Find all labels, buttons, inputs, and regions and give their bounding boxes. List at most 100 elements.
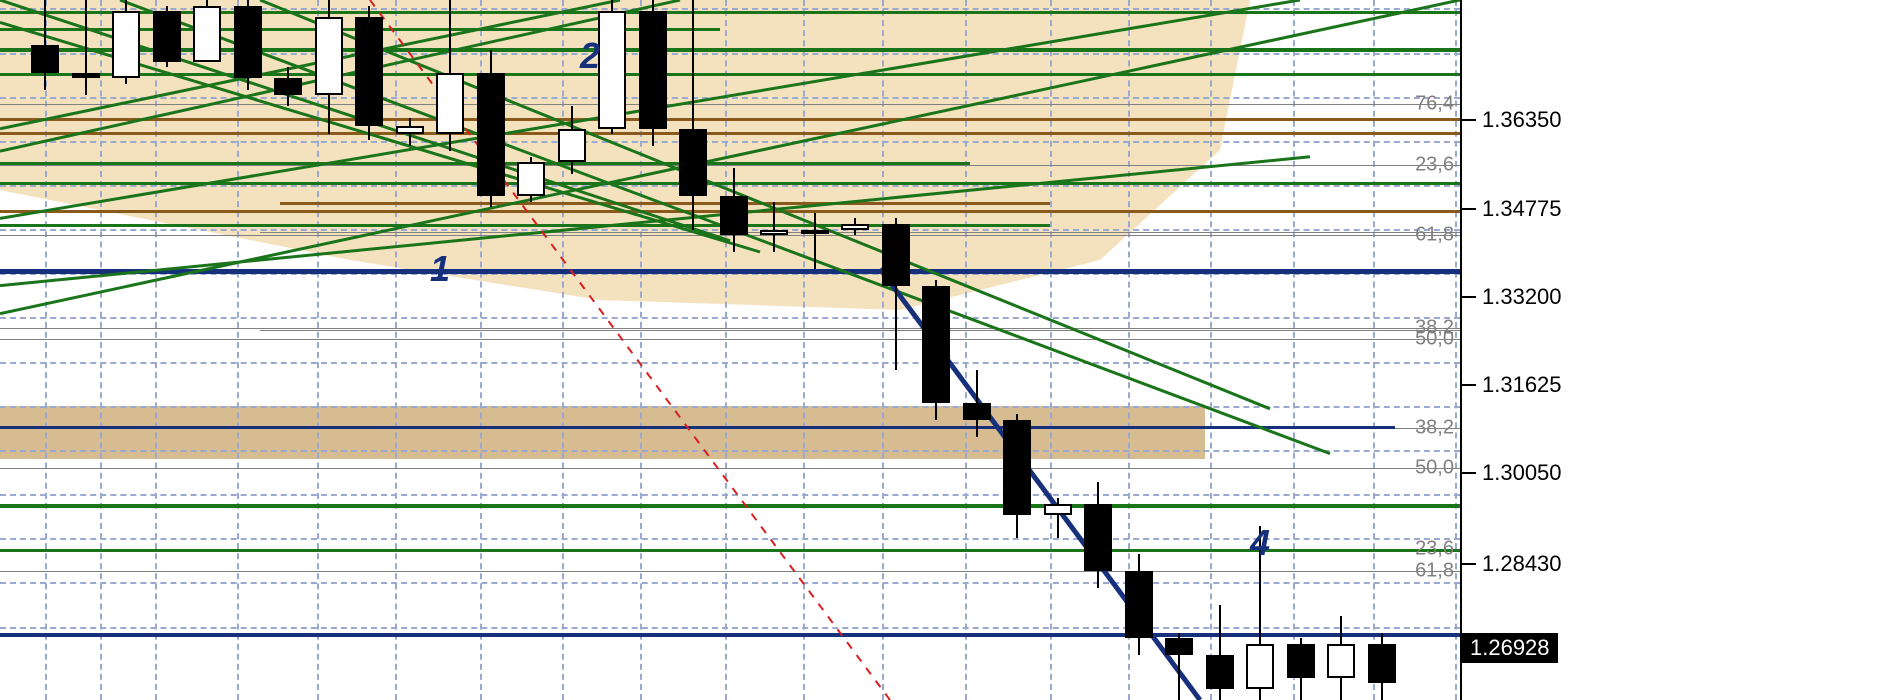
fibonacci-label: 61,8 (1415, 560, 1454, 583)
fibonacci-level (260, 232, 1460, 233)
horizontal-level-line (0, 118, 1460, 121)
grid-line-horizontal (0, 97, 1460, 99)
candle-body (517, 162, 545, 196)
candle-body (963, 403, 991, 420)
axis-tick (1462, 208, 1476, 210)
axis-tick (1462, 296, 1476, 298)
fibonacci-level (0, 571, 1460, 572)
fibonacci-label: 50,0 (1415, 456, 1454, 479)
grid-line-vertical (1455, 0, 1457, 700)
plot-area[interactable]: 76,423,661,838,250,038,250,023,661,8124 (0, 0, 1462, 700)
grid-line-vertical (562, 0, 564, 700)
horizontal-level-line (0, 132, 1460, 135)
horizontal-level-line (0, 504, 1460, 508)
elliott-wave-label: 1 (430, 248, 450, 290)
grid-line-horizontal (0, 185, 1460, 187)
candle-body (720, 196, 748, 235)
grid-line-vertical (725, 0, 727, 700)
grid-line-vertical (317, 0, 319, 700)
axis-tick-label: 1.33200 (1482, 284, 1562, 310)
candle-wick (773, 202, 775, 252)
fibonacci-level (260, 330, 1460, 331)
candle-body (1206, 655, 1234, 689)
candle-body (1327, 644, 1355, 678)
fibonacci-label: 61,8 (1415, 224, 1454, 247)
candle-body (760, 230, 788, 236)
candle-body (558, 129, 586, 163)
candle-body (1044, 504, 1072, 515)
horizontal-level-line (0, 549, 1460, 552)
candle-body (1125, 571, 1153, 638)
trend-line (0, 0, 620, 129)
grid-line-vertical (882, 0, 884, 700)
fibonacci-level (260, 468, 1460, 469)
grid-line-vertical (965, 0, 967, 700)
candle-body (922, 286, 950, 404)
fibonacci-level (0, 235, 1460, 236)
candle-body (1165, 638, 1193, 655)
candle-body (31, 45, 59, 73)
candle-body (801, 230, 829, 234)
candle-body (477, 73, 505, 196)
grid-line-horizontal (0, 494, 1460, 496)
axis-tick-label: 1.34775 (1482, 196, 1562, 222)
grid-line-vertical (1293, 0, 1295, 700)
trend-line (0, 157, 1310, 286)
horizontal-level-line (280, 202, 1050, 205)
axis-tick-label: 1.30050 (1482, 460, 1562, 486)
candle-body (1003, 420, 1031, 515)
grid-line-horizontal (0, 582, 1460, 584)
current-price-marker: 1.26928 (1462, 633, 1558, 663)
candle-body (72, 73, 100, 79)
grid-line-vertical (803, 0, 805, 700)
grid-line-horizontal (0, 538, 1460, 540)
fibonacci-level (0, 328, 1460, 329)
axis-tick-label: 1.31625 (1482, 372, 1562, 398)
grid-line-vertical (1210, 0, 1212, 700)
candle-body (193, 6, 221, 62)
axis-tick-label: 1.36350 (1482, 107, 1562, 133)
fibonacci-level (0, 104, 1460, 105)
grid-line-vertical (1373, 0, 1375, 700)
axis-tick (1462, 119, 1476, 121)
candle-body (234, 6, 262, 79)
fibonacci-label: 38,2 (1415, 417, 1454, 440)
grid-line-vertical (45, 0, 47, 700)
horizontal-level-line (0, 73, 1460, 76)
axis-tick (1462, 472, 1476, 474)
axis-tick (1462, 384, 1476, 386)
candle-body (396, 126, 424, 134)
candle-body (153, 11, 181, 61)
horizontal-level-line (0, 633, 1460, 637)
candle-body (1368, 644, 1396, 683)
grid-line-horizontal (0, 627, 1460, 629)
axis-tick-label: 1.28430 (1482, 551, 1562, 577)
candle-body (1084, 504, 1112, 571)
candle-body (355, 17, 383, 126)
fibonacci-label: 23,6 (1415, 154, 1454, 177)
horizontal-level-line (0, 269, 1460, 274)
horizontal-level-line (0, 182, 1460, 185)
candle-body (274, 78, 302, 95)
candle-body (315, 17, 343, 95)
candle-wick (814, 213, 816, 269)
candle-body (112, 11, 140, 78)
candle-body (1287, 644, 1315, 678)
candlestick-chart[interactable]: 76,423,661,838,250,038,250,023,661,8124 … (0, 0, 1900, 700)
axis-tick (1462, 563, 1476, 565)
grid-line-horizontal (0, 450, 1460, 452)
candle-wick (85, 0, 87, 95)
grid-line-vertical (155, 0, 157, 700)
candle-body (679, 129, 707, 196)
grid-line-vertical (237, 0, 239, 700)
grid-line-vertical (395, 0, 397, 700)
fibonacci-label: 23,6 (1415, 537, 1454, 560)
candle-body (882, 224, 910, 286)
candle-body (436, 73, 464, 135)
elliott-wave-label: 4 (1250, 522, 1270, 564)
fibonacci-level (0, 339, 1460, 340)
candle-body (841, 224, 869, 230)
grid-line-horizontal (0, 406, 1460, 408)
horizontal-level-line (0, 426, 1395, 429)
candle-body (1246, 644, 1274, 689)
